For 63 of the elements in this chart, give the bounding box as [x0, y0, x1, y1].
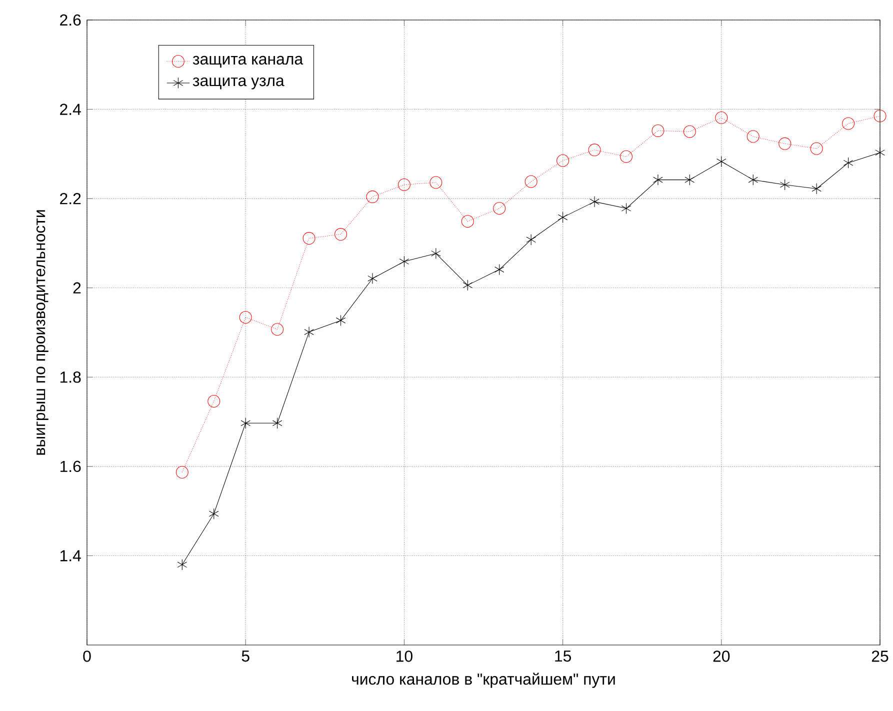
point [652, 124, 664, 137]
y-tick-label: 2 [73, 282, 81, 294]
point [620, 150, 632, 163]
point [304, 326, 314, 338]
point [399, 256, 410, 268]
point [494, 264, 504, 276]
point [302, 232, 316, 245]
point [239, 311, 252, 324]
point [621, 202, 632, 214]
y-tick-label: 2.2 [60, 193, 81, 204]
legend-label: защита канала [192, 56, 304, 68]
point [526, 234, 536, 246]
point [524, 175, 538, 188]
point [746, 130, 760, 143]
point [336, 314, 346, 326]
point [810, 142, 823, 155]
point [715, 112, 728, 124]
point [778, 137, 792, 150]
x-axis-title: число каналов в "кратчайшем" пути [352, 672, 615, 688]
point [177, 559, 188, 570]
point [653, 174, 663, 186]
point [843, 157, 854, 168]
x-tick-label: 10 [396, 650, 412, 662]
point [874, 110, 886, 122]
x-tick-label: 0 [83, 650, 91, 662]
y-tick-label: 2.4 [60, 104, 81, 115]
point [780, 179, 790, 190]
point [461, 215, 474, 228]
x-tick-label: 15 [555, 650, 571, 662]
y-tick-label: 1.4 [60, 550, 81, 562]
point [588, 144, 601, 156]
point [209, 508, 219, 520]
x-tick-label: 5 [242, 650, 250, 662]
point [462, 280, 473, 291]
x-tick-label: 25 [872, 650, 888, 662]
legend-label: защита узла [192, 77, 284, 90]
point [366, 190, 379, 204]
point [748, 174, 758, 186]
point [176, 466, 188, 478]
x-tick-label: 20 [713, 650, 730, 662]
point [271, 323, 284, 336]
point [590, 196, 600, 208]
point [430, 176, 442, 189]
point [368, 272, 378, 284]
y-axis-title: выигрыш по производительности [36, 210, 48, 455]
point [398, 178, 410, 191]
point [334, 228, 348, 241]
point [716, 156, 726, 168]
y-tick-label: 1.8 [60, 372, 81, 383]
point [812, 183, 822, 194]
point [875, 147, 885, 158]
point [240, 418, 250, 429]
point [272, 418, 282, 429]
point [431, 248, 441, 260]
point [208, 395, 220, 408]
point [556, 154, 570, 167]
y-tick-label: 1.6 [60, 460, 81, 472]
point [558, 212, 568, 223]
point [683, 125, 696, 138]
y-tick-label: 2.6 [60, 14, 81, 26]
point [842, 117, 855, 130]
point [684, 174, 695, 186]
point [493, 202, 506, 215]
